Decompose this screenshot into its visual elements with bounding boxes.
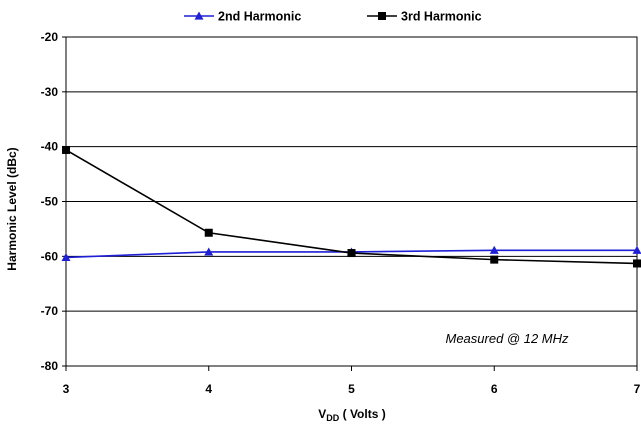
x-axis-label: VDD ( Volts ) xyxy=(318,407,385,423)
y-tick-label-1: -30 xyxy=(41,85,59,99)
x-tick-label-3: 6 xyxy=(491,382,498,396)
series-1-point-2 xyxy=(348,249,356,257)
y-axis-label: Harmonic Level (dBc) xyxy=(5,147,19,270)
y-axis-ticks: -20 -30 -40 -50 -60 -70 -80 xyxy=(41,30,66,373)
x-tick-label-4: 7 xyxy=(634,382,641,396)
legend: 2nd Harmonic 3rd Harmonic xyxy=(184,10,482,24)
series-1-point-4 xyxy=(633,259,641,267)
x-tick-label-1: 4 xyxy=(205,382,212,396)
gridlines xyxy=(66,37,637,366)
series-line-1 xyxy=(66,150,637,264)
legend-label-1: 3rd Harmonic xyxy=(401,10,482,24)
annotation-measured: Measured @ 12 MHz xyxy=(445,331,569,346)
y-tick-label-5: -70 xyxy=(41,304,59,318)
series-1-point-0 xyxy=(62,146,70,154)
y-tick-label-2: -40 xyxy=(41,140,59,154)
y-tick-label-0: -20 xyxy=(41,30,59,44)
x-axis-label-suffix: ( Volts ) xyxy=(339,407,385,421)
series-layer xyxy=(62,146,641,268)
x-axis-label-subscript: DD xyxy=(326,413,339,423)
y-tick-label-6: -80 xyxy=(41,359,59,373)
y-tick-label-4: -60 xyxy=(41,249,59,263)
x-axis-label-main: V xyxy=(318,407,326,421)
series-1 xyxy=(62,146,641,268)
series-1-point-3 xyxy=(490,256,498,264)
legend-label-0: 2nd Harmonic xyxy=(218,10,301,24)
x-tick-label-2: 5 xyxy=(348,382,355,396)
x-tick-label-0: 3 xyxy=(63,382,70,396)
legend-marker-1 xyxy=(378,12,386,20)
y-tick-label-3: -50 xyxy=(41,195,59,209)
x-axis-ticks: 3 4 5 6 7 xyxy=(63,366,641,396)
series-1-point-1 xyxy=(205,229,213,237)
